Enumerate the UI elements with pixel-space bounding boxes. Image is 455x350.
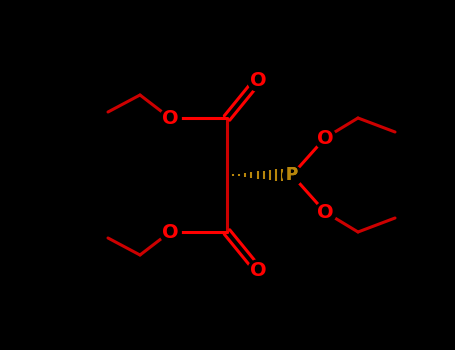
Text: O: O: [162, 223, 178, 241]
Text: O: O: [317, 128, 334, 147]
Text: P: P: [286, 166, 298, 184]
Text: O: O: [250, 70, 266, 90]
Text: O: O: [250, 260, 266, 280]
Text: O: O: [317, 203, 334, 222]
Text: P: P: [286, 166, 298, 184]
Text: O: O: [162, 108, 178, 127]
